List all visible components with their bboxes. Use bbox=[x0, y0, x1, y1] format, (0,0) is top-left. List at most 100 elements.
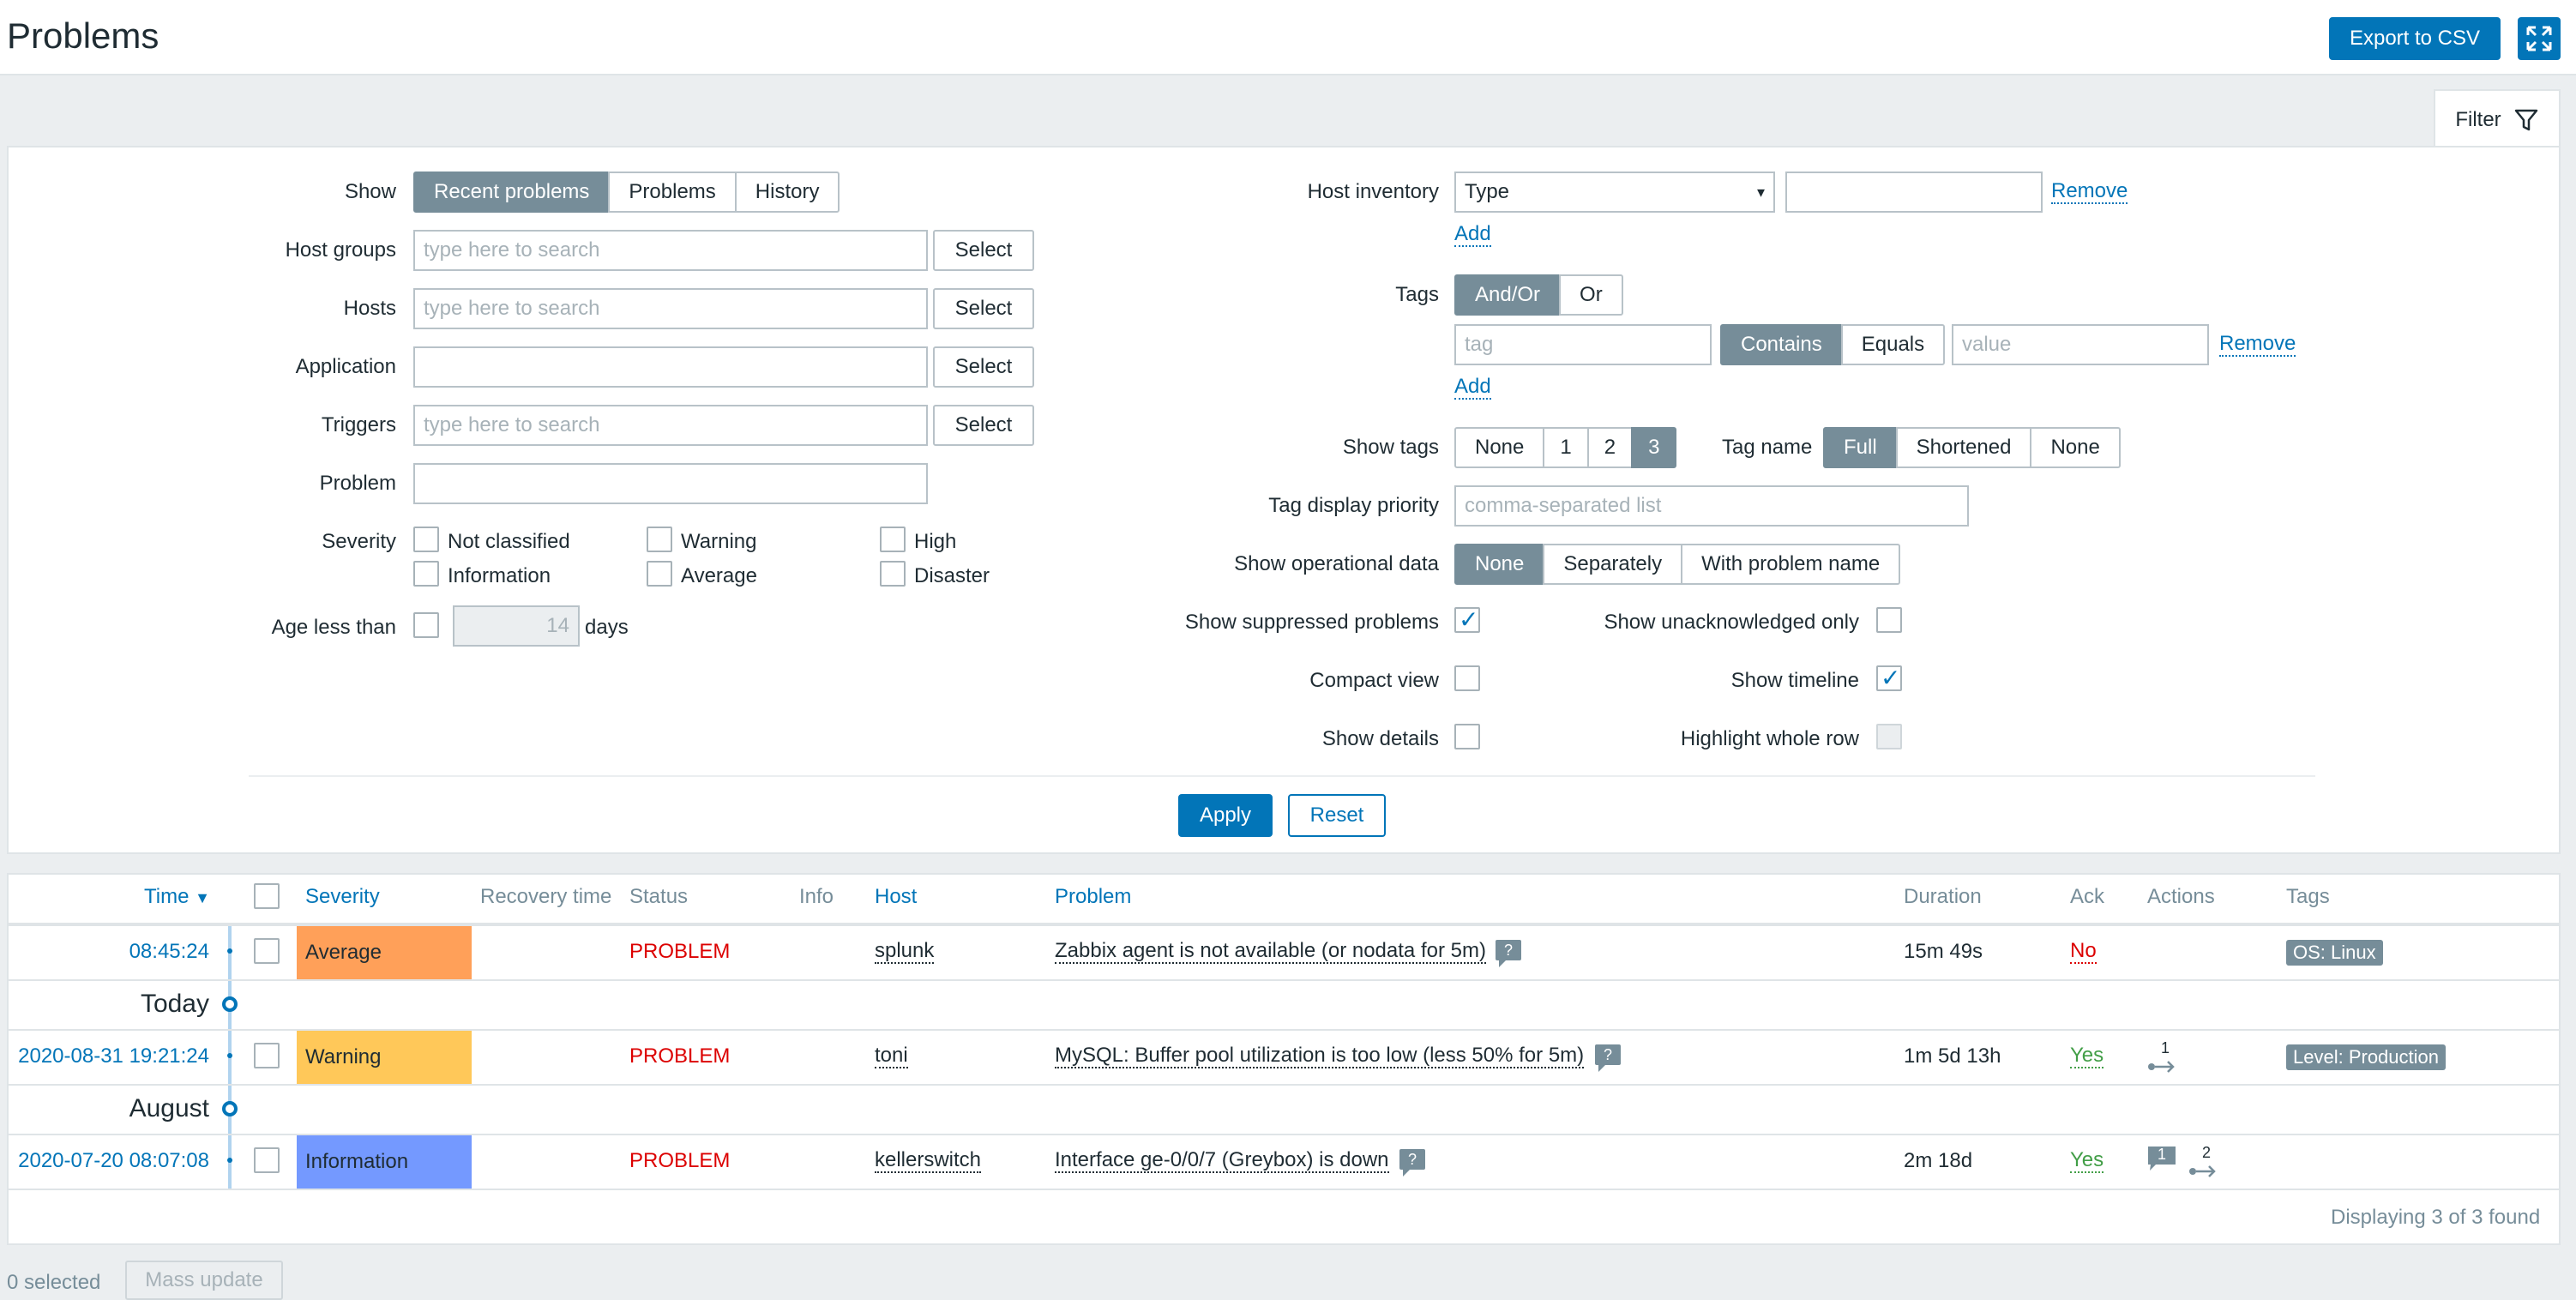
tag-operator-equals[interactable]: Equals bbox=[1840, 324, 1946, 365]
row-1-tag[interactable]: OS: Linux bbox=[2286, 940, 2383, 966]
problem-input[interactable] bbox=[413, 463, 928, 504]
tag-name-none[interactable]: None bbox=[2030, 427, 2121, 468]
row-1-problem[interactable]: Zabbix agent is not available (or nodata… bbox=[1055, 939, 1486, 964]
operational-data-separately[interactable]: Separately bbox=[1543, 544, 1683, 585]
severity-information-label: Information bbox=[448, 564, 551, 587]
row-3-duration: 2m 18d bbox=[1904, 1149, 1973, 1172]
select-all-checkbox[interactable] bbox=[254, 883, 280, 909]
column-host[interactable]: Host bbox=[875, 885, 918, 908]
row-1-problem-hint[interactable]: ? bbox=[1496, 940, 1521, 967]
hosts-select-button[interactable]: Select bbox=[933, 288, 1034, 329]
apply-button[interactable]: Apply bbox=[1178, 794, 1273, 837]
host-inventory-add-link[interactable]: Add bbox=[1454, 222, 1491, 247]
show-tags-3[interactable]: 3 bbox=[1631, 427, 1677, 468]
tag-operator-contains[interactable]: Contains bbox=[1720, 324, 1843, 365]
row-2-problem-hint[interactable]: ? bbox=[1595, 1044, 1621, 1072]
column-problem[interactable]: Problem bbox=[1055, 885, 1132, 908]
row-2-problem[interactable]: MySQL: Buffer pool utilization is too lo… bbox=[1055, 1044, 1585, 1068]
tag-priority-input[interactable]: comma-separated list bbox=[1454, 485, 1969, 527]
severity-high-checkbox[interactable] bbox=[880, 527, 906, 552]
export-csv-button[interactable]: Export to CSV bbox=[2329, 17, 2501, 60]
host-inventory-value-input[interactable] bbox=[1785, 172, 2043, 213]
row-3-ack[interactable]: Yes bbox=[2070, 1148, 2104, 1173]
tag-remove-link[interactable]: Remove bbox=[2219, 332, 2296, 357]
show-timeline-label: Show timeline bbox=[1730, 669, 1859, 692]
severity-average-checkbox[interactable] bbox=[647, 561, 672, 587]
row-3-time[interactable]: 2020-07-20 08:07:08 bbox=[18, 1149, 209, 1172]
row-3-severity: Information bbox=[297, 1135, 472, 1189]
row-3-problem-hint[interactable]: ? bbox=[1399, 1149, 1425, 1177]
group-label-today: Today bbox=[140, 990, 209, 1018]
host-inventory-remove-link[interactable]: Remove bbox=[2051, 179, 2128, 204]
tab-filter[interactable]: Filter bbox=[2434, 89, 2561, 149]
row-3-checkbox[interactable] bbox=[254, 1147, 280, 1173]
row-2-checkbox[interactable] bbox=[254, 1043, 280, 1068]
show-recent-problems[interactable]: Recent problems bbox=[413, 172, 611, 213]
row-3-actions[interactable]: 2 bbox=[2188, 1144, 2223, 1178]
host-groups-input[interactable]: type here to search bbox=[413, 230, 928, 271]
show-tags-none[interactable]: None bbox=[1454, 427, 1545, 468]
header-divider bbox=[9, 923, 2559, 926]
severity-information-checkbox[interactable] bbox=[413, 561, 439, 587]
tags-and-or[interactable]: And/Or bbox=[1454, 274, 1562, 316]
show-details-label: Show details bbox=[1321, 727, 1439, 750]
triggers-input[interactable]: type here to search bbox=[413, 405, 928, 446]
selected-count: 0 selected bbox=[7, 1271, 101, 1294]
severity-warning-checkbox[interactable] bbox=[647, 527, 672, 552]
suppressed-checkbox[interactable] bbox=[1454, 605, 1480, 634]
tag-name-shortened[interactable]: Shortened bbox=[1895, 427, 2032, 468]
age-checkbox[interactable] bbox=[413, 612, 439, 638]
host-inventory-field-select[interactable]: Type ▾ bbox=[1454, 172, 1775, 213]
row-2-tag[interactable]: Level: Production bbox=[2286, 1044, 2446, 1070]
show-details-checkbox[interactable] bbox=[1454, 724, 1480, 749]
column-severity[interactable]: Severity bbox=[305, 885, 380, 908]
row-1-checkbox[interactable] bbox=[254, 938, 280, 964]
age-unit-label: days bbox=[585, 616, 629, 639]
reset-button[interactable]: Reset bbox=[1288, 794, 1386, 837]
tag-name-input[interactable]: tag bbox=[1454, 324, 1712, 365]
show-history[interactable]: History bbox=[734, 172, 840, 213]
tag-add-link[interactable]: Add bbox=[1454, 375, 1491, 400]
mass-update-button[interactable]: Mass update bbox=[125, 1261, 283, 1300]
action-arrow-icon bbox=[2189, 1165, 2216, 1177]
row-2-actions[interactable]: 1 bbox=[2147, 1039, 2182, 1074]
tag-value-input[interactable]: value bbox=[1952, 324, 2209, 365]
row-3-problem[interactable]: Interface ge-0/0/7 (Greybox) is down bbox=[1055, 1148, 1389, 1173]
hosts-input[interactable]: type here to search bbox=[413, 288, 928, 329]
column-time[interactable]: Time ▼ bbox=[144, 885, 210, 909]
row-2-time[interactable]: 2020-08-31 19:21:24 bbox=[18, 1044, 209, 1068]
row-1-ack[interactable]: No bbox=[2070, 939, 2097, 964]
row-2-host[interactable]: toni bbox=[875, 1044, 908, 1068]
tags-or[interactable]: Or bbox=[1559, 274, 1623, 316]
severity-label: Severity bbox=[322, 530, 396, 553]
highlight-row-checkbox[interactable] bbox=[1876, 724, 1902, 749]
row-1-host[interactable]: splunk bbox=[875, 939, 935, 964]
severity-disaster-checkbox[interactable] bbox=[880, 561, 906, 587]
kiosk-mode-button[interactable] bbox=[2518, 17, 2561, 60]
application-input[interactable] bbox=[413, 346, 928, 388]
show-timeline-checkbox[interactable] bbox=[1876, 664, 1902, 692]
severity-not-classified-checkbox[interactable] bbox=[413, 527, 439, 552]
application-select-button[interactable]: Select bbox=[933, 346, 1034, 388]
show-tags-2[interactable]: 2 bbox=[1586, 427, 1634, 468]
show-problems[interactable]: Problems bbox=[608, 172, 737, 213]
tag-priority-label: Tag display priority bbox=[1268, 494, 1439, 517]
row-1-time[interactable]: 08:45:24 bbox=[129, 940, 209, 963]
operational-data-none[interactable]: None bbox=[1454, 544, 1545, 585]
row-divider bbox=[9, 979, 2559, 981]
triggers-select-button[interactable]: Select bbox=[933, 405, 1034, 446]
age-days-input[interactable]: 14 bbox=[453, 605, 580, 647]
row-2-ack[interactable]: Yes bbox=[2070, 1044, 2104, 1068]
row-2-severity: Warning bbox=[297, 1031, 472, 1084]
host-groups-select-button[interactable]: Select bbox=[933, 230, 1034, 271]
show-tags-1[interactable]: 1 bbox=[1543, 427, 1589, 468]
compact-view-checkbox[interactable] bbox=[1454, 665, 1480, 691]
page-title: Problems bbox=[7, 15, 159, 56]
row-3-messages[interactable]: 1 bbox=[2147, 1146, 2178, 1171]
row-3-messages-count: 1 bbox=[2158, 1146, 2167, 1163]
unacknowledged-checkbox[interactable] bbox=[1876, 607, 1902, 633]
row-3-host[interactable]: kellerswitch bbox=[875, 1148, 982, 1173]
operational-data-with-problem-name[interactable]: With problem name bbox=[1681, 544, 1901, 585]
timeline-line bbox=[228, 926, 232, 1190]
tag-name-full[interactable]: Full bbox=[1823, 427, 1898, 468]
